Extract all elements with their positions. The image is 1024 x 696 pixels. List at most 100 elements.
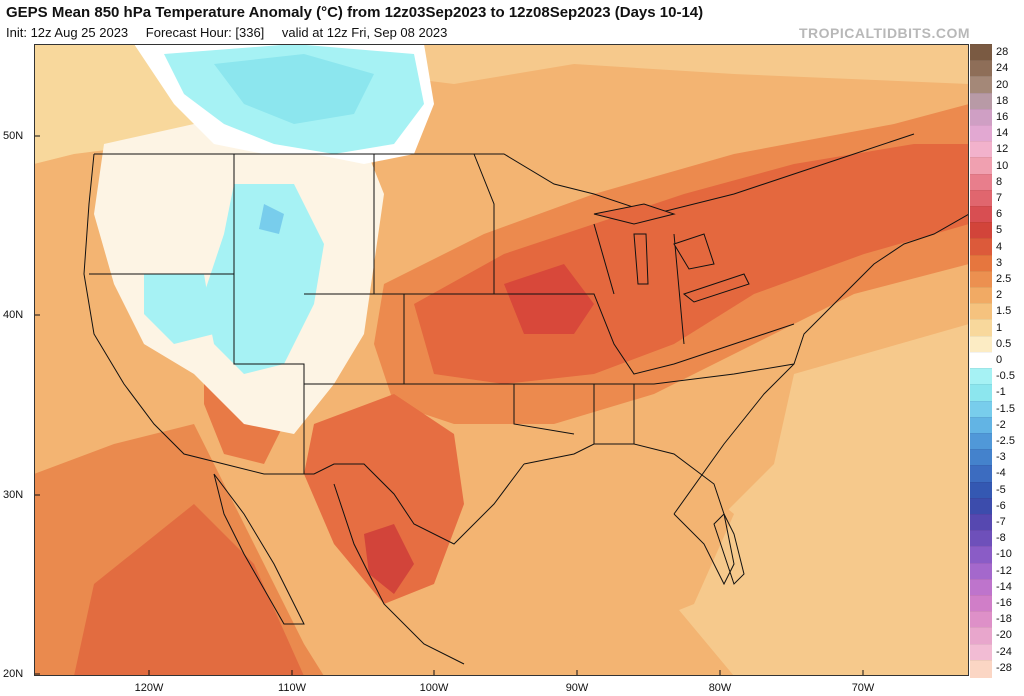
anomaly-region-bc-colder: [214, 54, 374, 124]
florida-coast: [713, 513, 745, 585]
legend-label: 8: [996, 175, 1003, 188]
legend-label: 14: [996, 127, 1009, 140]
legend-label: -20: [996, 629, 1012, 642]
map-frame: [34, 44, 969, 676]
legend-swatch: [970, 254, 992, 273]
lake-erie: [682, 273, 750, 303]
legend-swatch: [970, 335, 992, 354]
lon-label: 110W: [278, 682, 306, 694]
legend-label: 1: [996, 321, 1003, 334]
legend-swatch: [970, 157, 992, 176]
legend-swatch: [970, 60, 992, 79]
mexico-west-coast: [333, 483, 465, 665]
legend-label: 12: [996, 143, 1009, 156]
legend-swatch: [970, 513, 992, 532]
state-line-ohio-valley: [494, 293, 795, 375]
legend-label: -14: [996, 580, 1012, 593]
lake-huron: [673, 233, 715, 270]
baja-coast: [213, 473, 305, 625]
legend-swatch: [970, 44, 992, 62]
legend-label: -6: [996, 499, 1006, 512]
anomaly-region-mexico-peak: [364, 524, 414, 594]
legend-swatch: [970, 189, 992, 208]
legend-swatch: [970, 141, 992, 160]
legend-label: -10: [996, 548, 1012, 561]
legend-swatch: [970, 270, 992, 289]
lake-superior: [593, 203, 676, 225]
map-title: GEPS Mean 850 hPa Temperature Anomaly (°…: [6, 4, 704, 21]
lat-label: 30N: [3, 489, 24, 501]
legend-swatch: [970, 594, 992, 613]
state-line-wisconsin: [593, 223, 615, 295]
anomaly-region-gulf: [494, 464, 734, 644]
lon-label: 70W: [851, 682, 875, 694]
legend-swatch: [970, 627, 992, 646]
legend-label: -3: [996, 451, 1006, 464]
state-line-indiana: [673, 233, 685, 345]
state-line-nevada-arizona: [233, 274, 305, 474]
legend-label: -16: [996, 597, 1012, 610]
legend-label: 3: [996, 256, 1003, 269]
state-line-oklahoma: [404, 383, 575, 435]
anomaly-region-pacific-hot: [74, 504, 304, 676]
legend-swatch: [970, 76, 992, 95]
legend-swatch: [970, 643, 992, 662]
legend-swatch: [970, 611, 992, 630]
legend-label: -5: [996, 483, 1006, 496]
legend-label: 28: [996, 46, 1009, 59]
legend-swatch: [970, 465, 992, 484]
legend-swatch: [970, 497, 992, 516]
state-line-tennessee: [514, 363, 795, 385]
legend-label: -4: [996, 467, 1006, 480]
us-gulf-coast: [523, 443, 735, 586]
boundary-lines: [83, 133, 969, 586]
anomaly-region-idaho-cold: [259, 204, 284, 234]
legend-label: 2: [996, 289, 1003, 302]
legend-label: -7: [996, 516, 1006, 529]
legend-swatch: [970, 125, 992, 144]
legend-label: 20: [996, 78, 1009, 91]
legend-label: 10: [996, 159, 1009, 172]
legend-label: 0: [996, 354, 1003, 366]
lon-label: 120W: [134, 682, 164, 694]
legend-label: 4: [996, 240, 1003, 253]
great-lakes: [593, 203, 750, 303]
legend-swatch: [970, 173, 992, 192]
anomaly-region-iowa-peak: [504, 264, 594, 334]
legend-label: -24: [996, 645, 1012, 658]
legend-swatch: [970, 449, 992, 468]
anomaly-region-texas-warm: [304, 394, 464, 604]
legend-swatch: [970, 481, 992, 500]
legend-swatch: [970, 400, 992, 419]
legend-swatch: [970, 108, 992, 127]
legend-swatch: [970, 238, 992, 257]
legend-label: 18: [996, 94, 1009, 107]
map-subtitle: Init: 12z Aug 25 2023 Forecast Hour: [33…: [6, 25, 461, 40]
forecast-hour: Forecast Hour: [336]: [145, 25, 265, 40]
legend-label: 6: [996, 208, 1003, 221]
us-east-coast: [673, 213, 969, 515]
lon-label: 90W: [565, 682, 589, 694]
state-line-plains: [404, 153, 495, 295]
legend-label: -8: [996, 532, 1006, 545]
legend-label: 1.5: [996, 305, 1012, 318]
legend-swatch: [970, 562, 992, 581]
legend-label: 2.5: [996, 272, 1012, 285]
legend-swatch: [970, 659, 992, 678]
legend-swatch: [970, 530, 992, 549]
legend-label: 0.5: [996, 337, 1012, 350]
legend-label: -1.5: [996, 402, 1015, 415]
lon-label: 80W: [708, 682, 732, 694]
anomaly-map: [34, 44, 969, 676]
anomaly-region-atlantic: [674, 324, 969, 676]
legend-label: -0.5: [996, 370, 1015, 383]
legend-label: 5: [996, 224, 1003, 237]
legend-swatch: [970, 416, 992, 435]
lon-label: 100W: [419, 682, 449, 694]
legend-label: -28: [996, 661, 1012, 674]
legend-label: 7: [996, 191, 1003, 204]
state-line-colorado: [304, 293, 405, 385]
site-watermark: TROPICALTIDBITS.COM: [798, 25, 970, 41]
legend-label: -18: [996, 613, 1012, 626]
legend-label: 24: [996, 62, 1009, 75]
